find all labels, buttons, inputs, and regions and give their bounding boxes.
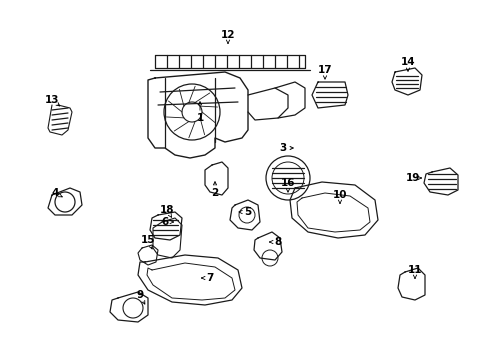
Text: 15: 15 [141,235,155,245]
Text: 5: 5 [244,207,251,217]
Text: 9: 9 [136,290,143,300]
Text: 10: 10 [332,190,346,200]
Text: 19: 19 [405,173,419,183]
Text: 16: 16 [280,178,295,188]
Text: 13: 13 [45,95,59,105]
Text: 18: 18 [160,205,174,215]
Text: 7: 7 [206,273,213,283]
Text: 17: 17 [317,65,332,75]
Text: 11: 11 [407,265,421,275]
Text: 14: 14 [400,57,414,67]
Text: 1: 1 [196,113,203,123]
Text: 8: 8 [274,237,281,247]
Text: 6: 6 [161,217,168,227]
Text: 4: 4 [51,188,59,198]
Text: 2: 2 [211,188,218,198]
Text: 3: 3 [279,143,286,153]
Text: 12: 12 [220,30,235,40]
